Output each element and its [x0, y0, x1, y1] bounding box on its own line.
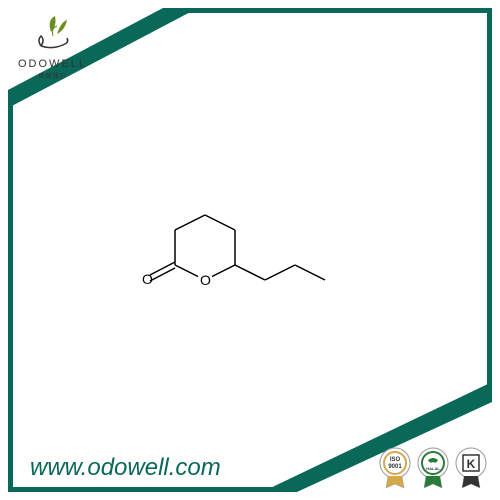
website-url: www.odowell.com	[30, 454, 221, 482]
oxygen-atom-label: O	[142, 271, 153, 287]
brand-subtext: 奥都薄尔	[39, 71, 67, 80]
svg-text:K: K	[467, 457, 476, 471]
badge-halal: HALAL	[416, 446, 450, 490]
badge-iso9001: ISO 9001	[378, 446, 412, 490]
svg-text:9001: 9001	[388, 464, 402, 470]
badge-kosher: K	[454, 446, 488, 490]
logo-icon	[31, 12, 75, 56]
certification-badges: ISO 9001 HALAL K	[378, 446, 488, 490]
brand-name: ODOWELL	[18, 58, 87, 70]
oxygen-atom-label: O	[200, 272, 211, 288]
brand-logo: ODOWELL 奥都薄尔	[18, 12, 87, 80]
molecule-diagram: O O	[130, 180, 370, 320]
svg-text:HALAL: HALAL	[426, 466, 440, 471]
svg-text:ISO: ISO	[390, 457, 401, 463]
